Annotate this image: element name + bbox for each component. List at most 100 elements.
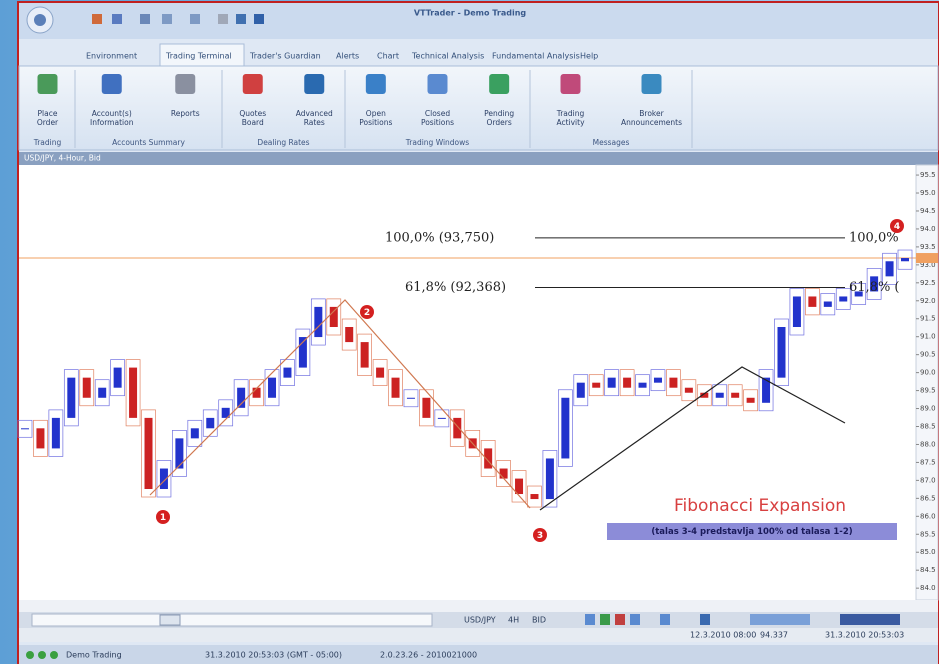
- candle: [407, 398, 415, 399]
- ribbon-button-label[interactable]: Information: [90, 118, 134, 127]
- ribbon-button-label[interactable]: Activity: [556, 118, 585, 127]
- ribbon-button-label[interactable]: Reports: [171, 109, 200, 118]
- y-tick-label: 93.5: [920, 243, 936, 251]
- ribbon-button-label[interactable]: Place: [38, 109, 58, 118]
- ribbon-button-label[interactable]: Order: [37, 118, 59, 127]
- toolbar-price[interactable]: BID: [532, 616, 546, 625]
- screen: VTTrader - Demo Trading Environment Tradi…: [0, 0, 939, 664]
- y-tick-label: 94.0: [920, 225, 936, 233]
- candle: [500, 469, 508, 479]
- ribbon-icon[interactable]: [489, 74, 509, 94]
- ribbon-icon[interactable]: [304, 74, 324, 94]
- ribbon-button-label[interactable]: Positions: [359, 118, 392, 127]
- ribbon-button-label[interactable]: Trading: [556, 109, 585, 118]
- ribbon-icon[interactable]: [38, 74, 58, 94]
- y-tick-label: 95.0: [920, 189, 936, 197]
- candle: [268, 378, 276, 398]
- ribbon-button-label[interactable]: Quotes: [239, 109, 266, 118]
- tool-icon[interactable]: [600, 614, 610, 625]
- candle: [716, 393, 724, 398]
- candle: [98, 388, 106, 398]
- ribbon-button-label[interactable]: Board: [242, 118, 264, 127]
- chart-window-title: USD/JPY, 4-Hour, Bid: [24, 154, 101, 163]
- qa-icon[interactable]: [254, 14, 264, 24]
- chart-window-bar: [19, 152, 938, 165]
- tool-icon[interactable]: [700, 614, 710, 625]
- group-label: Dealing Rates: [257, 138, 309, 147]
- candle: [206, 418, 214, 428]
- qa-icon[interactable]: [92, 14, 102, 24]
- server-time: 31.3.2010 20:53:03: [825, 631, 904, 640]
- y-tick-label: 94.5: [920, 207, 936, 215]
- y-tick-label: 88.0: [920, 440, 936, 448]
- tool-icon[interactable]: [750, 614, 810, 625]
- candle: [36, 428, 44, 448]
- status-version: 2.0.23.26 - 2010021000: [380, 651, 477, 660]
- wave-number: 3: [537, 531, 543, 541]
- candle: [808, 296, 816, 306]
- wave-number: 2: [364, 308, 370, 318]
- tool-icon[interactable]: [630, 614, 640, 625]
- ribbon-icon[interactable]: [561, 74, 581, 94]
- tab[interactable]: Technical Analysis: [411, 52, 484, 61]
- ribbon-button-label[interactable]: Broker: [639, 109, 664, 118]
- ribbon-icon[interactable]: [428, 74, 448, 94]
- ribbon-button-label[interactable]: Announcements: [621, 118, 682, 127]
- ribbon-icon[interactable]: [366, 74, 386, 94]
- candle: [608, 378, 616, 388]
- tab[interactable]: Trading Terminal: [165, 52, 232, 61]
- candle: [453, 418, 461, 438]
- qa-icon[interactable]: [140, 14, 150, 24]
- tool-icon[interactable]: [585, 614, 595, 625]
- ribbon-button-label[interactable]: Rates: [304, 118, 325, 127]
- scroll-thumb[interactable]: [160, 615, 180, 625]
- ribbon-button-label[interactable]: Pending: [484, 109, 514, 118]
- tab[interactable]: Help: [580, 52, 598, 61]
- y-tick-label: 85.0: [920, 548, 936, 556]
- ribbon-icon[interactable]: [102, 74, 122, 94]
- candle: [438, 418, 446, 419]
- annotation-title: Fibonacci Expansion: [674, 496, 846, 516]
- ribbon-icon[interactable]: [642, 74, 662, 94]
- group-label: Messages: [593, 138, 630, 147]
- candle: [145, 418, 153, 489]
- window-title: VTTrader - Demo Trading: [414, 9, 527, 18]
- qa-icon[interactable]: [236, 14, 246, 24]
- tab[interactable]: Fundamental Analysis: [492, 52, 580, 61]
- scrollbar[interactable]: [32, 614, 432, 626]
- candle: [623, 378, 631, 388]
- candle: [392, 378, 400, 398]
- candle: [175, 438, 183, 468]
- ribbon-icon[interactable]: [243, 74, 263, 94]
- ribbon-button-label[interactable]: Closed: [425, 109, 450, 118]
- tab[interactable]: Environment: [86, 52, 137, 61]
- tool-icon[interactable]: [840, 614, 900, 625]
- ribbon-button-label[interactable]: Orders: [487, 118, 512, 127]
- ribbon-button-label[interactable]: Advanced: [296, 109, 333, 118]
- tab[interactable]: Trader's Guardian: [249, 52, 321, 61]
- qa-icon[interactable]: [162, 14, 172, 24]
- toolbar-symbol[interactable]: USD/JPY: [464, 616, 496, 625]
- y-tick-label: 91.5: [920, 315, 936, 323]
- candle: [685, 388, 693, 393]
- y-tick-label: 85.5: [920, 530, 936, 538]
- candle: [422, 398, 430, 418]
- ribbon-button-label[interactable]: Positions: [421, 118, 454, 127]
- qa-icon[interactable]: [112, 14, 122, 24]
- ribbon-button-label[interactable]: Account(s): [92, 109, 132, 118]
- tab[interactable]: Alerts: [336, 52, 359, 61]
- y-tick-label: 86.5: [920, 494, 936, 502]
- toolbar-period[interactable]: 4H: [508, 616, 519, 625]
- ribbon-button-label[interactable]: Open: [366, 109, 386, 118]
- y-tick-label: 89.5: [920, 387, 936, 395]
- tab[interactable]: Chart: [377, 52, 399, 61]
- tool-icon[interactable]: [660, 614, 670, 625]
- ribbon-icon[interactable]: [175, 74, 195, 94]
- candle: [67, 378, 75, 418]
- candle: [330, 307, 338, 327]
- candle: [669, 378, 677, 388]
- qa-icon[interactable]: [190, 14, 200, 24]
- tool-icon[interactable]: [615, 614, 625, 625]
- fib-label: 61,8% (92,368): [405, 280, 506, 295]
- qa-icon[interactable]: [218, 14, 228, 24]
